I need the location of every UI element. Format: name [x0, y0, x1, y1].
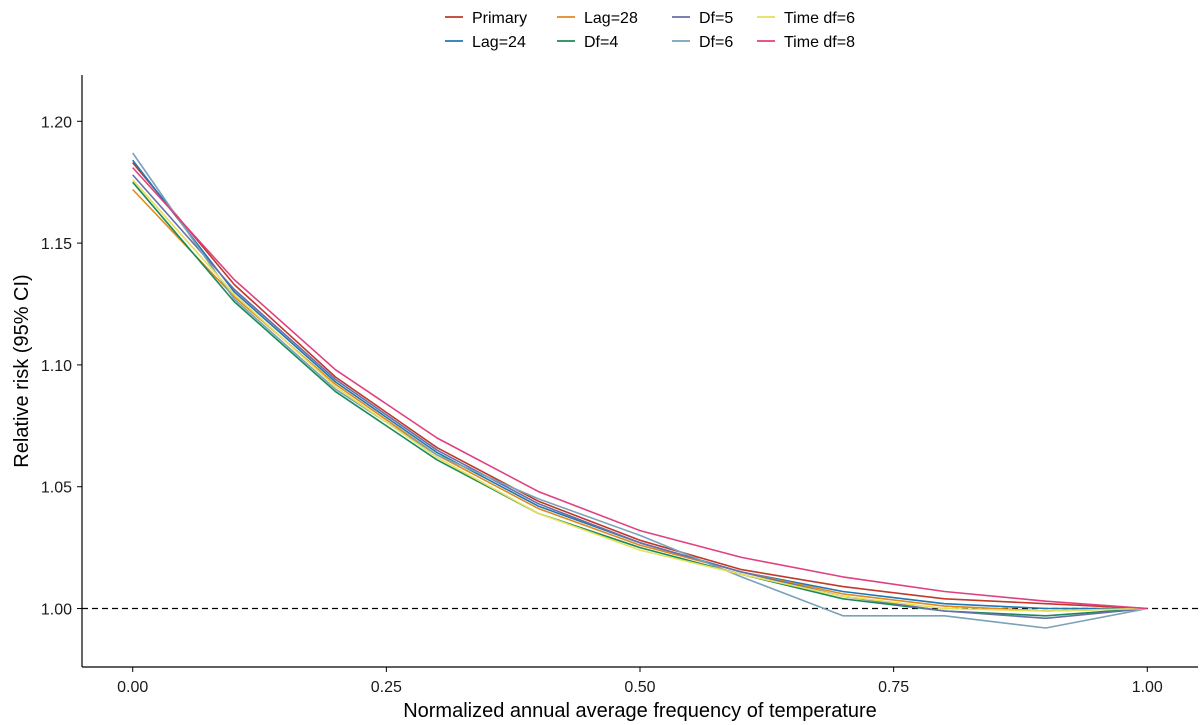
- x-axis-title: Normalized annual average frequency of t…: [403, 700, 877, 722]
- series-layer: [132, 152, 1148, 629]
- legend-item: Primary: [445, 10, 527, 27]
- plot-area: [82, 152, 1198, 629]
- legend-label: Time df=8: [784, 34, 855, 51]
- legend-label: Time df=6: [784, 10, 855, 27]
- y-tick-label: 1.10: [41, 358, 72, 375]
- legend-label: Primary: [472, 10, 527, 27]
- legend-label: Lag=24: [472, 34, 526, 51]
- x-ticks: 0.00 0.25 0.50 0.75 1.00: [117, 667, 1163, 696]
- series-line-time-df-6: [132, 179, 1148, 612]
- x-tick-label: 1.00: [1132, 679, 1163, 696]
- y-tick-label: 1.15: [41, 236, 72, 253]
- y-tick-label: 1.20: [41, 114, 72, 131]
- y-axis-title: Relative risk (95% CI): [11, 274, 33, 467]
- legend-label: Df=5: [699, 10, 733, 27]
- legend-label: Df=6: [699, 34, 733, 51]
- series-line-df-4: [132, 181, 1148, 617]
- legend-item: Df=6: [672, 34, 733, 51]
- legend-item: Df=4: [557, 34, 618, 51]
- legend-item: Lag=24: [445, 34, 526, 51]
- legend-item: Time df=8: [757, 34, 855, 51]
- x-tick-label: 0.00: [117, 679, 148, 696]
- legend-label: Df=4: [584, 34, 618, 51]
- y-tick-label: 1.00: [41, 602, 72, 619]
- axes: 0.00 0.25 0.50 0.75 1.00 1.00 1.05 1.10 1.15 1.2…: [41, 75, 1198, 696]
- series-line-primary: [132, 162, 1148, 610]
- y-tick-label: 1.05: [41, 480, 72, 497]
- series-line-df-6: [132, 152, 1148, 629]
- legend-label: Lag=28: [584, 10, 638, 27]
- y-ticks: 1.00 1.05 1.10 1.15 1.20: [41, 114, 82, 619]
- x-tick-label: 0.25: [371, 679, 402, 696]
- legend: Primary Lag=24 Lag=28 Df=4 Df=5 Df=6 Time df=6…: [445, 10, 855, 51]
- legend-item: Df=5: [672, 10, 733, 27]
- series-line-lag-24: [132, 159, 1148, 610]
- x-tick-label: 0.50: [624, 679, 655, 696]
- series-line-time-df-8: [132, 167, 1148, 610]
- series-line-df-5: [132, 174, 1148, 620]
- legend-item: Lag=28: [557, 10, 638, 27]
- x-tick-label: 0.75: [878, 679, 909, 696]
- legend-item: Time df=6: [757, 10, 855, 27]
